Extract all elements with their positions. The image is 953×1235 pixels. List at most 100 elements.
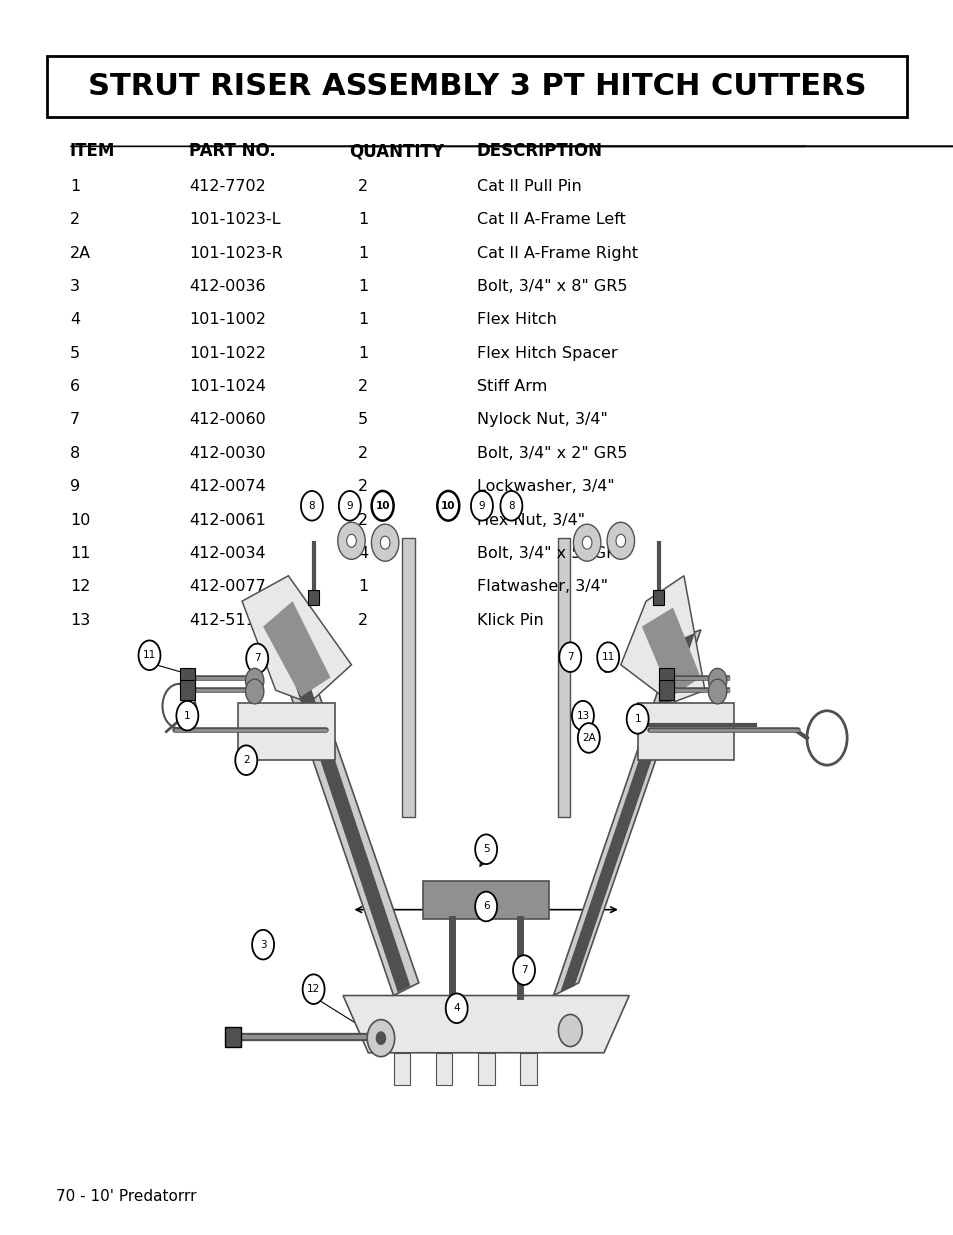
Text: 2: 2 — [357, 479, 368, 494]
Circle shape — [252, 930, 274, 960]
Circle shape — [708, 679, 726, 704]
Text: 7: 7 — [566, 652, 573, 662]
Bar — [224, 1028, 241, 1047]
Text: 11: 11 — [143, 651, 156, 661]
Text: 13: 13 — [576, 710, 589, 721]
Text: 2: 2 — [357, 379, 368, 394]
Text: 1: 1 — [357, 212, 368, 227]
Polygon shape — [279, 634, 410, 993]
Circle shape — [367, 1020, 395, 1057]
Circle shape — [708, 668, 726, 693]
Text: 1: 1 — [357, 246, 368, 261]
Text: 1: 1 — [357, 279, 368, 294]
Polygon shape — [422, 881, 549, 919]
Polygon shape — [343, 995, 629, 1052]
Circle shape — [558, 642, 580, 672]
Circle shape — [302, 974, 324, 1004]
Circle shape — [616, 535, 625, 547]
Text: 6: 6 — [70, 379, 80, 394]
Text: 7: 7 — [70, 412, 80, 427]
Circle shape — [346, 535, 355, 547]
Text: 8: 8 — [70, 446, 80, 461]
Text: 70 - 10' Predatorrr: 70 - 10' Predatorrr — [56, 1189, 196, 1204]
Text: 12: 12 — [307, 984, 320, 994]
Text: 2: 2 — [357, 179, 368, 194]
Text: 1: 1 — [357, 312, 368, 327]
Polygon shape — [394, 1052, 410, 1084]
Text: 4: 4 — [453, 1003, 459, 1013]
Polygon shape — [477, 1052, 494, 1084]
Polygon shape — [637, 703, 734, 761]
Text: 6: 6 — [482, 902, 489, 911]
Circle shape — [376, 1032, 385, 1045]
Text: Bolt, 3/4" x 5" GR5: Bolt, 3/4" x 5" GR5 — [476, 546, 627, 561]
Text: 412-0036: 412-0036 — [189, 279, 265, 294]
Circle shape — [337, 522, 365, 559]
Text: 101-1023-L: 101-1023-L — [189, 212, 280, 227]
Text: Stiff Arm: Stiff Arm — [476, 379, 547, 394]
Polygon shape — [436, 1052, 452, 1084]
Text: 7: 7 — [520, 965, 527, 976]
Polygon shape — [558, 537, 570, 818]
Circle shape — [471, 492, 493, 521]
Circle shape — [558, 1014, 581, 1046]
Text: 101-1024: 101-1024 — [189, 379, 266, 394]
Text: 7: 7 — [253, 653, 260, 663]
Bar — [653, 590, 663, 605]
Circle shape — [572, 701, 594, 731]
Bar — [659, 680, 673, 700]
Text: 2: 2 — [70, 212, 80, 227]
Polygon shape — [641, 608, 700, 697]
Text: 2: 2 — [357, 513, 368, 527]
Text: Nylock Nut, 3/4": Nylock Nut, 3/4" — [476, 412, 607, 427]
Circle shape — [597, 642, 618, 672]
Polygon shape — [242, 576, 351, 703]
Text: 2A: 2A — [70, 246, 91, 261]
Circle shape — [300, 492, 322, 521]
Circle shape — [445, 993, 467, 1023]
Circle shape — [513, 956, 535, 986]
Text: 3: 3 — [259, 940, 266, 950]
Text: 13: 13 — [70, 613, 90, 627]
Polygon shape — [559, 634, 694, 993]
Text: ITEM: ITEM — [70, 142, 115, 161]
Bar — [308, 590, 318, 605]
FancyBboxPatch shape — [47, 56, 906, 117]
Text: 1: 1 — [357, 579, 368, 594]
Circle shape — [138, 641, 160, 671]
Text: 8: 8 — [308, 501, 314, 511]
Polygon shape — [553, 630, 700, 995]
Bar — [659, 668, 673, 688]
Text: 5: 5 — [70, 346, 80, 361]
Circle shape — [235, 746, 257, 776]
Text: 412-0034: 412-0034 — [189, 546, 265, 561]
Text: 2: 2 — [357, 613, 368, 627]
Text: 1: 1 — [184, 710, 191, 721]
Polygon shape — [401, 537, 415, 818]
Text: 10: 10 — [375, 501, 390, 511]
Text: 4: 4 — [357, 546, 368, 561]
Circle shape — [436, 492, 458, 521]
Polygon shape — [263, 601, 330, 697]
Text: 3: 3 — [70, 279, 80, 294]
Text: Cat II A-Frame Right: Cat II A-Frame Right — [476, 246, 638, 261]
Text: 412-0060: 412-0060 — [189, 412, 265, 427]
Circle shape — [578, 724, 599, 753]
Circle shape — [626, 704, 648, 734]
Circle shape — [372, 492, 394, 521]
Text: 11: 11 — [601, 652, 614, 662]
Circle shape — [475, 892, 497, 921]
Circle shape — [338, 492, 360, 521]
Text: Klick Pin: Klick Pin — [476, 613, 543, 627]
Text: Bolt, 3/4" x 2" GR5: Bolt, 3/4" x 2" GR5 — [476, 446, 627, 461]
Text: 2: 2 — [243, 756, 250, 766]
Text: 9: 9 — [346, 501, 353, 511]
Polygon shape — [620, 576, 704, 703]
Text: 10: 10 — [70, 513, 91, 527]
Circle shape — [176, 701, 198, 731]
Polygon shape — [519, 1052, 537, 1084]
Bar — [180, 680, 194, 700]
Text: Flatwasher, 3/4": Flatwasher, 3/4" — [476, 579, 607, 594]
Text: 5: 5 — [482, 845, 489, 855]
Text: 412-7702: 412-7702 — [189, 179, 265, 194]
